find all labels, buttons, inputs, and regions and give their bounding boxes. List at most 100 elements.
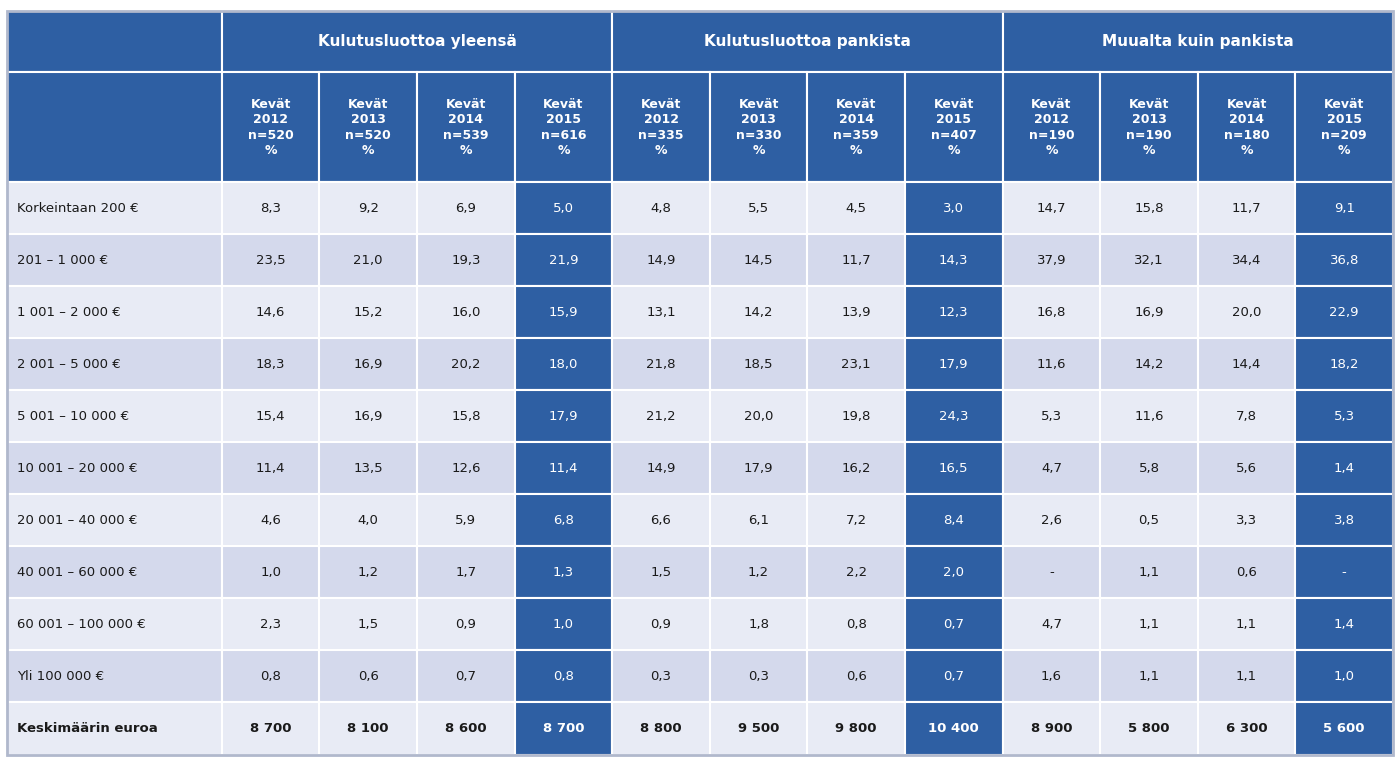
- Bar: [1002, 182, 1100, 234]
- Bar: [612, 182, 710, 234]
- Text: 1,0: 1,0: [553, 618, 574, 631]
- Bar: [515, 650, 612, 702]
- Text: 34,4: 34,4: [1232, 254, 1261, 267]
- Text: 9,2: 9,2: [358, 202, 379, 215]
- Text: 1,3: 1,3: [553, 566, 574, 579]
- Text: 6,8: 6,8: [553, 514, 574, 527]
- Text: 2,3: 2,3: [260, 618, 281, 631]
- Text: 11,6: 11,6: [1134, 410, 1163, 423]
- Bar: [904, 443, 1002, 495]
- Bar: [1100, 495, 1198, 546]
- Text: 22,9: 22,9: [1330, 306, 1359, 319]
- Bar: [417, 546, 515, 598]
- Bar: [1002, 443, 1100, 495]
- Bar: [515, 234, 612, 286]
- Text: 9,1: 9,1: [1334, 202, 1355, 215]
- Bar: [1100, 286, 1198, 339]
- Bar: [710, 546, 808, 598]
- Text: Keskimäärin euroa: Keskimäärin euroa: [17, 722, 158, 735]
- Bar: [808, 234, 904, 286]
- Bar: [1198, 339, 1295, 391]
- Text: 18,5: 18,5: [743, 358, 773, 371]
- Text: 8,3: 8,3: [260, 202, 281, 215]
- Text: Kevät
2014
n=539
%: Kevät 2014 n=539 %: [442, 97, 489, 157]
- Text: 18,0: 18,0: [549, 358, 578, 371]
- Bar: [904, 702, 1002, 755]
- Bar: [1198, 234, 1295, 286]
- Text: 19,3: 19,3: [451, 254, 480, 267]
- Text: 5,9: 5,9: [455, 514, 476, 527]
- Bar: [612, 443, 710, 495]
- Bar: [1295, 546, 1393, 598]
- Text: 1,0: 1,0: [1334, 670, 1355, 683]
- Text: 1,1: 1,1: [1236, 618, 1257, 631]
- Bar: [612, 391, 710, 443]
- Text: Kevät
2013
n=190
%: Kevät 2013 n=190 %: [1126, 97, 1172, 157]
- Text: 37,9: 37,9: [1036, 254, 1067, 267]
- Bar: [319, 598, 417, 650]
- Bar: [319, 73, 417, 182]
- Text: 9 500: 9 500: [738, 722, 780, 735]
- Text: 8 100: 8 100: [347, 722, 389, 735]
- Text: 15,2: 15,2: [353, 306, 384, 319]
- Text: 20,2: 20,2: [451, 358, 480, 371]
- Text: 11,4: 11,4: [256, 462, 286, 475]
- Bar: [612, 286, 710, 339]
- Text: 2,6: 2,6: [1042, 514, 1063, 527]
- Bar: [319, 546, 417, 598]
- Text: 1,1: 1,1: [1138, 670, 1159, 683]
- Bar: [1100, 443, 1198, 495]
- Text: 4,5: 4,5: [846, 202, 867, 215]
- Bar: [1002, 546, 1100, 598]
- Text: 0,7: 0,7: [944, 618, 965, 631]
- Bar: [319, 286, 417, 339]
- Bar: [808, 598, 904, 650]
- Bar: [808, 546, 904, 598]
- Bar: [710, 182, 808, 234]
- Text: 0,9: 0,9: [455, 618, 476, 631]
- Text: 16,9: 16,9: [1134, 306, 1163, 319]
- Text: 12,6: 12,6: [451, 462, 480, 475]
- Bar: [612, 234, 710, 286]
- Bar: [1295, 73, 1393, 182]
- Text: 4,6: 4,6: [260, 514, 281, 527]
- Bar: [1295, 339, 1393, 391]
- Text: 14,2: 14,2: [1134, 358, 1163, 371]
- Text: 9 800: 9 800: [836, 722, 876, 735]
- Bar: [417, 443, 515, 495]
- Bar: [515, 443, 612, 495]
- Bar: [515, 182, 612, 234]
- Text: 0,8: 0,8: [553, 670, 574, 683]
- Bar: [515, 339, 612, 391]
- Bar: [319, 650, 417, 702]
- Text: Kevät
2015
n=407
%: Kevät 2015 n=407 %: [931, 97, 977, 157]
- Text: Muualta kuin pankista: Muualta kuin pankista: [1102, 34, 1294, 50]
- Bar: [1198, 286, 1295, 339]
- Bar: [808, 339, 904, 391]
- Bar: [904, 546, 1002, 598]
- Text: 15,4: 15,4: [256, 410, 286, 423]
- Text: 32,1: 32,1: [1134, 254, 1163, 267]
- Text: 2,0: 2,0: [944, 566, 965, 579]
- Text: 5 800: 5 800: [1128, 722, 1170, 735]
- Bar: [904, 234, 1002, 286]
- Text: 11,7: 11,7: [841, 254, 871, 267]
- Text: 0,6: 0,6: [846, 670, 867, 683]
- Text: 40 001 – 60 000 €: 40 001 – 60 000 €: [17, 566, 137, 579]
- Text: 6,6: 6,6: [651, 514, 672, 527]
- Text: 8 800: 8 800: [640, 722, 682, 735]
- Bar: [7, 234, 221, 286]
- Bar: [221, 650, 319, 702]
- Bar: [417, 234, 515, 286]
- Text: 3,3: 3,3: [1236, 514, 1257, 527]
- Text: 15,8: 15,8: [451, 410, 480, 423]
- Bar: [1002, 339, 1100, 391]
- Text: 0,9: 0,9: [651, 618, 672, 631]
- Text: 0,8: 0,8: [260, 670, 281, 683]
- Text: 17,9: 17,9: [549, 410, 578, 423]
- Text: 5 600: 5 600: [1323, 722, 1365, 735]
- Bar: [1198, 495, 1295, 546]
- Bar: [221, 443, 319, 495]
- Bar: [1295, 598, 1393, 650]
- Text: 0,6: 0,6: [358, 670, 378, 683]
